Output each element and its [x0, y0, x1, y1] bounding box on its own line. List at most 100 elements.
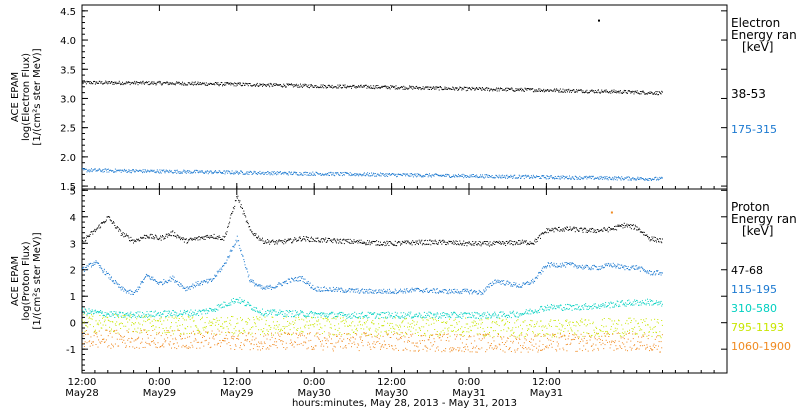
- data-point: [491, 315, 493, 317]
- data-point: [407, 173, 409, 175]
- data-point: [189, 315, 191, 317]
- data-point: [199, 84, 201, 85]
- data-point: [320, 315, 322, 317]
- data-point: [596, 177, 598, 179]
- data-point: [197, 311, 199, 313]
- data-point: [133, 170, 135, 172]
- data-point: [456, 315, 458, 317]
- data-point: [410, 173, 412, 174]
- data-point: [180, 83, 181, 85]
- data-point: [385, 244, 387, 246]
- data-point: [497, 176, 499, 178]
- data-point: [207, 234, 209, 236]
- data-point: [420, 174, 421, 176]
- data-point: [605, 89, 607, 91]
- data-point: [92, 83, 94, 85]
- data-point: [148, 315, 150, 317]
- data-point: [606, 91, 608, 93]
- data-point: [217, 328, 219, 330]
- data-point: [574, 264, 576, 266]
- data-point: [256, 283, 258, 285]
- data-point: [549, 176, 551, 178]
- data-point: [113, 314, 114, 316]
- data-point: [223, 84, 225, 86]
- data-point: [87, 236, 89, 237]
- data-point: [94, 231, 96, 233]
- data-point: [500, 283, 502, 285]
- data-point: [542, 175, 544, 177]
- data-point: [162, 313, 164, 315]
- data-point: [245, 304, 247, 306]
- data-point: [129, 319, 131, 321]
- data-point: [591, 175, 593, 177]
- data-point: [151, 310, 152, 312]
- data-point: [287, 310, 289, 312]
- data-point: [301, 277, 303, 279]
- data-point: [437, 243, 439, 245]
- data-point: [540, 91, 541, 92]
- data-point: [170, 231, 172, 233]
- data-point: [462, 315, 464, 317]
- data-point: [303, 314, 305, 316]
- data-point: [111, 276, 112, 278]
- data-point: [109, 326, 111, 328]
- data-point: [218, 319, 220, 321]
- data-point: [303, 171, 305, 173]
- data-point: [525, 240, 527, 242]
- data-point: [198, 170, 200, 172]
- data-point: [314, 174, 316, 176]
- data-point: [489, 89, 491, 91]
- data-point: [396, 312, 398, 314]
- data-point: [301, 174, 303, 176]
- data-point: [523, 178, 525, 180]
- data-point: [203, 236, 205, 238]
- data-point: [438, 87, 439, 88]
- data-point: [293, 239, 295, 241]
- data-point: [601, 306, 603, 308]
- data-point: [82, 82, 84, 84]
- data-point: [638, 304, 639, 306]
- data-point: [89, 234, 91, 235]
- data-point: [249, 304, 251, 306]
- data-point: [267, 171, 269, 173]
- data-point: [243, 213, 245, 215]
- data-point: [552, 264, 554, 266]
- data-point: [248, 173, 250, 175]
- data-point: [214, 274, 216, 276]
- data-point: [521, 90, 523, 92]
- data-point: [129, 315, 131, 317]
- data-point: [432, 243, 434, 245]
- data-point: [340, 312, 342, 314]
- data-point: [411, 85, 413, 87]
- data-point: [294, 237, 296, 239]
- data-point: [536, 175, 538, 177]
- data-point: [238, 299, 240, 301]
- data-point: [446, 314, 448, 316]
- data-point: [445, 173, 447, 175]
- data-point: [303, 238, 305, 240]
- data-point: [637, 92, 639, 94]
- data-point: [85, 310, 87, 312]
- data-point: [427, 314, 429, 316]
- data-point: [114, 171, 116, 173]
- data-point: [346, 317, 348, 319]
- data-point: [523, 240, 525, 242]
- data-point: [204, 322, 206, 324]
- data-point: [169, 169, 171, 171]
- data-point: [102, 169, 103, 171]
- data-point: [623, 222, 625, 224]
- data-point: [446, 173, 448, 175]
- data-point: [466, 245, 468, 247]
- data-point: [565, 308, 567, 310]
- data-point: [182, 170, 184, 172]
- data-point: [289, 310, 291, 312]
- data-point: [516, 90, 518, 91]
- data-point: [213, 278, 215, 280]
- data-point: [434, 173, 436, 175]
- data-point: [214, 170, 216, 172]
- data-point: [165, 233, 167, 235]
- data-point: [180, 171, 182, 173]
- data-point: [257, 237, 259, 238]
- data-point: [407, 314, 409, 316]
- data-point: [524, 240, 526, 242]
